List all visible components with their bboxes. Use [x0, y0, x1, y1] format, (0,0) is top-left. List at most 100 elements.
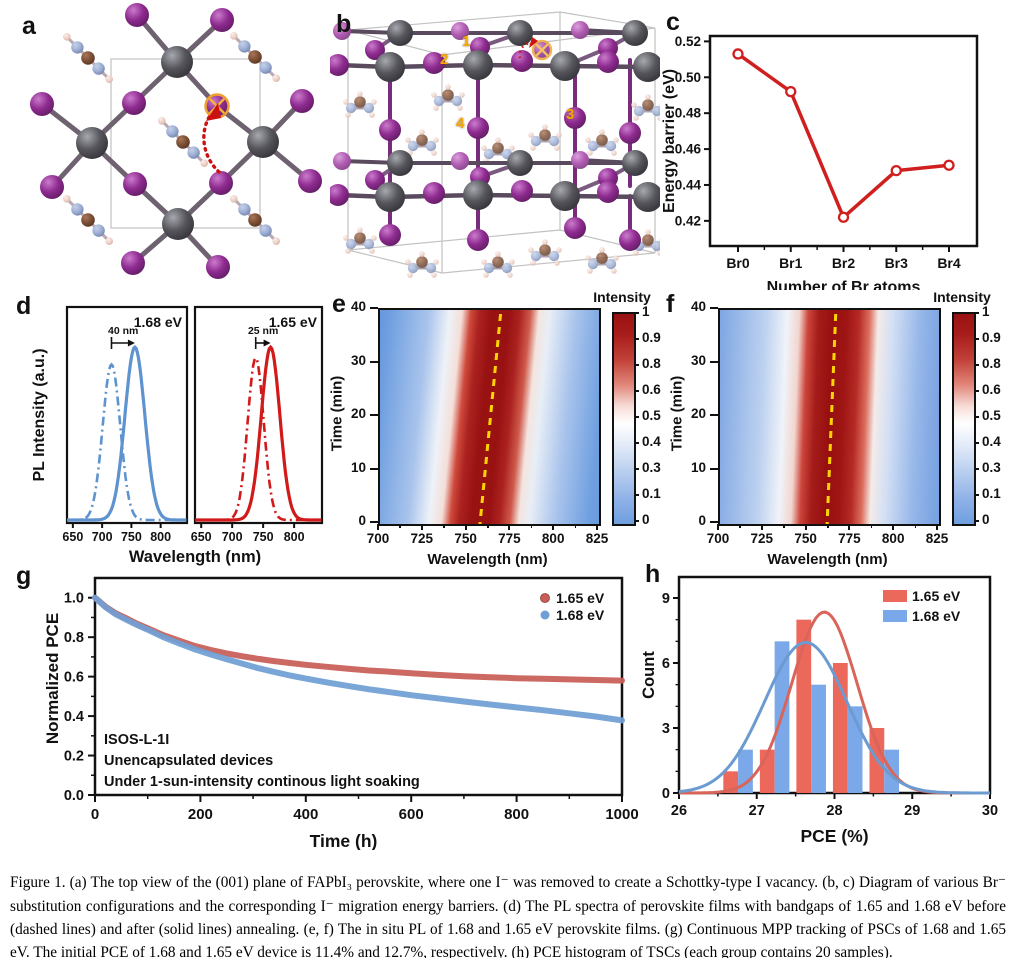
y-tick	[370, 360, 378, 363]
panel-label-b: b	[336, 10, 352, 38]
crystal-structure-top-view	[0, 0, 330, 290]
x-tick-label: 825	[585, 531, 609, 546]
svg-text:0.2: 0.2	[64, 749, 84, 765]
svg-text:Br2: Br2	[832, 255, 856, 271]
br-site-label-1: 1	[462, 33, 471, 50]
colorbar-tick	[634, 520, 639, 522]
colorbar-tick	[634, 442, 639, 444]
x-minor-tick	[530, 524, 533, 528]
x-tick	[717, 524, 719, 530]
svg-text:700: 700	[222, 530, 243, 544]
y-tick	[710, 467, 718, 470]
colorbar-tick	[974, 468, 979, 470]
svg-text:0.8: 0.8	[64, 630, 84, 646]
colorbar-title: Intensity	[933, 289, 991, 305]
svg-text:800: 800	[150, 530, 171, 544]
svg-text:750: 750	[253, 530, 274, 544]
x-minor-tick	[783, 524, 785, 528]
svg-text:0.6: 0.6	[64, 670, 84, 686]
colorbar-tick	[974, 338, 979, 340]
y-tick-label: 30	[690, 352, 706, 368]
histogram-bar	[832, 663, 848, 793]
y-tick-label: 40	[690, 299, 706, 314]
colorbar-tick-label: 0.8	[982, 356, 1001, 371]
svg-text:700: 700	[92, 530, 113, 544]
y-tick	[370, 414, 378, 416]
x-tick	[377, 524, 379, 530]
y-axis-label: Time (min)	[328, 375, 346, 452]
colorbar-tick	[974, 312, 979, 314]
x-minor-tick	[399, 524, 401, 528]
svg-text:1.0: 1.0	[64, 591, 84, 607]
svg-text:Count: Count	[640, 651, 658, 699]
svg-text:Unencapsulated devices: Unencapsulated devices	[104, 753, 273, 769]
pl-curve	[195, 344, 322, 522]
br-site-label-3: 3	[566, 106, 575, 123]
y-tick-label: 10	[350, 459, 366, 475]
y-tick	[710, 521, 718, 523]
energy-barrier-series	[736, 52, 950, 220]
svg-text:750: 750	[121, 530, 142, 544]
colorbar-tick-label: 0.6	[982, 382, 1001, 397]
panel-label-c: c	[666, 8, 680, 36]
svg-text:Br4: Br4	[937, 255, 961, 271]
colorbar-tick-label: 1	[642, 304, 650, 319]
panel-label-g: g	[16, 562, 32, 590]
colorbar-tick-label: 1	[982, 304, 990, 319]
x-axis-label: Wavelength (nm)	[427, 551, 548, 568]
svg-text:40 nm: 40 nm	[108, 325, 138, 337]
colorbar-tick-label: 0.9	[982, 330, 1001, 345]
svg-text:9: 9	[662, 591, 670, 607]
panel-label-h: h	[645, 560, 661, 588]
svg-text:1000: 1000	[605, 806, 638, 823]
colorbar-tick	[634, 416, 639, 418]
svg-text:1.68 eV: 1.68 eV	[134, 314, 183, 330]
x-tick-label: 775	[498, 531, 521, 546]
svg-text:800: 800	[504, 806, 529, 823]
x-tick-label: 725	[410, 531, 434, 546]
y-tick-label: 10	[690, 459, 706, 475]
colorbar-tick	[634, 364, 639, 366]
svg-text:800: 800	[284, 530, 305, 544]
gaussian-fit-curve	[678, 640, 990, 795]
colorbar-title: Intensity	[593, 289, 651, 305]
x-tick	[848, 524, 851, 530]
svg-text:Br3: Br3	[885, 255, 909, 271]
y-tick	[710, 307, 718, 309]
svg-text:Br0: Br0	[726, 255, 750, 271]
colorbar-tick	[974, 364, 979, 366]
svg-text:0.42: 0.42	[675, 213, 701, 228]
y-tick-label: 0	[698, 513, 706, 528]
intensity-colorbar	[952, 312, 976, 526]
y-axis-label: Time (min)	[668, 375, 686, 452]
x-tick-label: 750	[794, 531, 817, 546]
svg-text:0.52: 0.52	[675, 34, 701, 49]
svg-text:Normalized PCE: Normalized PCE	[43, 613, 62, 744]
iodine-vacancy-icon	[531, 39, 553, 61]
insitu-pl-heatmap-168: 700 725 750 775 800 825 0 10 20 30 40 Wavelength (n…	[320, 285, 661, 570]
svg-text:Br1: Br1	[779, 255, 803, 271]
svg-text:1.65 eV: 1.65 eV	[556, 590, 605, 606]
x-tick-label: 775	[838, 531, 861, 546]
migration-arrow-icon	[518, 41, 534, 59]
svg-text:6: 6	[662, 656, 670, 672]
svg-text:400: 400	[293, 806, 318, 823]
br-site-label-2: 2	[440, 51, 449, 68]
svg-text:0.4: 0.4	[64, 709, 84, 725]
y-tick-label: 0	[358, 513, 366, 528]
colorbar-tick-label: 0.4	[642, 434, 661, 449]
x-minor-tick	[487, 524, 489, 528]
heatmap-plot	[718, 308, 941, 526]
y-tick	[370, 467, 378, 470]
svg-text:1.65 eV: 1.65 eV	[912, 588, 961, 604]
colorbar-tick-label: 0.3	[642, 460, 661, 475]
y-tick-label: 20	[350, 406, 366, 421]
x-tick	[508, 524, 511, 530]
colorbar-tick-label: 0.3	[982, 460, 1001, 475]
x-axis-label: Wavelength (nm)	[767, 551, 888, 568]
energy-barrier-chart: 0.42 0.44 0.46 0.48 0.50 0.52 Br0 Br1 Br2 Br3 Br4 E…	[660, 0, 1014, 296]
y-tick	[710, 360, 718, 363]
svg-text:650: 650	[191, 530, 212, 544]
panel-label-a: a	[22, 12, 36, 40]
x-minor-tick	[574, 524, 577, 528]
